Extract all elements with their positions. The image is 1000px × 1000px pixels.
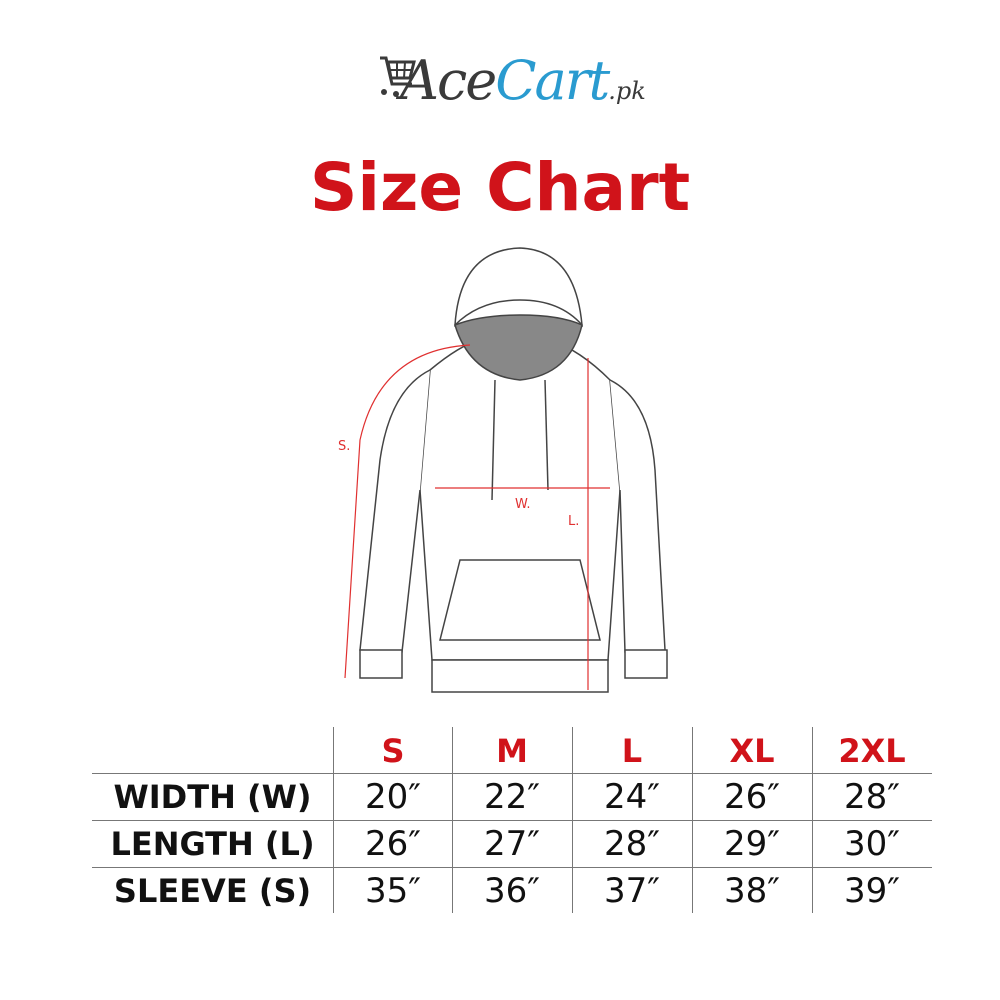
- table-cell: 36″: [484, 870, 540, 911]
- row-label: WIDTH (W): [113, 777, 312, 816]
- width-label: W.: [515, 497, 531, 512]
- page-title: Size Chart: [309, 149, 691, 226]
- acecart-logo: AceCart.pk: [378, 46, 658, 116]
- sleeve-label: S.: [338, 439, 350, 454]
- row-label: SLEEVE (S): [113, 871, 312, 910]
- row-label: LENGTH (L): [110, 824, 315, 863]
- length-label: L.: [568, 514, 579, 529]
- table-cell: 30″: [844, 823, 900, 864]
- size-header: M: [496, 731, 528, 770]
- table-cell: 38″: [724, 870, 780, 911]
- size-header: XL: [729, 731, 775, 770]
- logo-cart: Cart: [495, 49, 610, 112]
- table-cell: 20″: [365, 776, 421, 817]
- table-cell: 35″: [365, 870, 421, 911]
- table-cell: 27″: [484, 823, 540, 864]
- hoodie-diagram: S. W. L.: [338, 247, 668, 693]
- table-cell: 26″: [724, 776, 780, 817]
- logo-ace: Ace: [400, 49, 497, 112]
- table-cell: 37″: [604, 870, 660, 911]
- table-cell: 28″: [844, 776, 900, 817]
- shopping-cart-icon: [380, 56, 416, 97]
- table-cell: 28″: [604, 823, 660, 864]
- size-header: S: [381, 731, 405, 770]
- size-header: L: [621, 731, 643, 770]
- logo-pk: .pk: [608, 77, 646, 105]
- table-cell: 29″: [724, 823, 780, 864]
- size-table: S M L XL 2XL WIDTH (W) 20″ 22″ 24″ 26″ 28″ LENGTH (…: [92, 727, 932, 913]
- table-cell: 22″: [484, 776, 540, 817]
- table-cell: 26″: [365, 823, 421, 864]
- table-cell: 24″: [604, 776, 660, 817]
- table-cell: 39″: [844, 870, 900, 911]
- size-header: 2XL: [838, 731, 906, 770]
